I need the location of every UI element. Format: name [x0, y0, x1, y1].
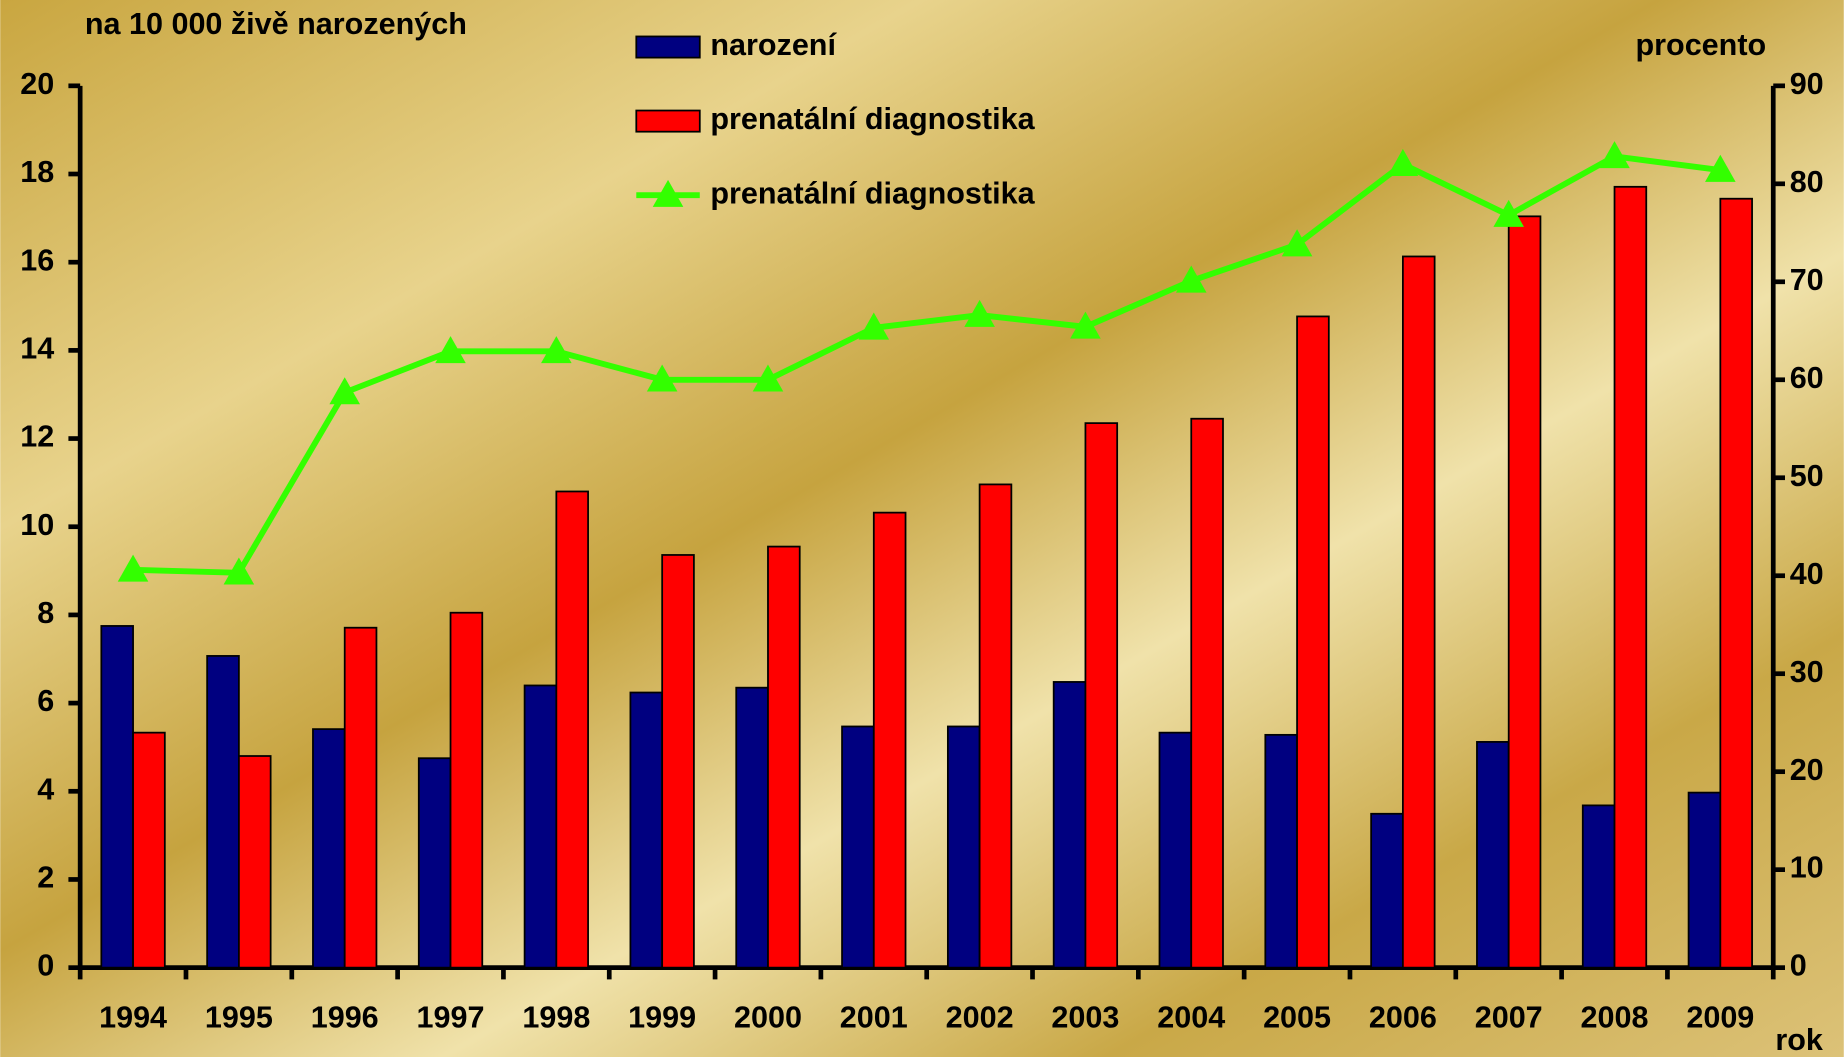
x-tick-label: 1995: [205, 1000, 273, 1034]
bar: [872, 511, 907, 969]
y-tick-label: 14: [20, 331, 54, 365]
bar: [1158, 731, 1193, 969]
bar: [1296, 315, 1330, 969]
marker: [1387, 148, 1419, 176]
bar: [523, 684, 558, 969]
bar: [1402, 255, 1436, 969]
bar: [100, 625, 134, 969]
marker: [1599, 141, 1630, 169]
x-tick-label: 1997: [417, 1000, 485, 1034]
bar: [1052, 681, 1087, 969]
marker: [1493, 199, 1524, 227]
bar: [1507, 215, 1542, 969]
bar: [1190, 417, 1224, 969]
marker: [223, 557, 255, 585]
marker: [1175, 265, 1207, 293]
bar: [1476, 741, 1510, 969]
bar: [555, 490, 589, 969]
y-axis-label: na 10 000 živě narozených: [85, 7, 467, 41]
bar: [1264, 733, 1298, 969]
marker: [1070, 311, 1101, 339]
x-tick-label: 1998: [522, 1000, 590, 1034]
y2-tick-label: 40: [1790, 557, 1824, 591]
legend-label: prenatální diagnostika: [710, 102, 1035, 136]
x-tick-label: 1994: [99, 1000, 167, 1034]
y-tick-label: 10: [20, 508, 54, 542]
x-axis-label: rok: [1775, 1023, 1824, 1057]
bar: [841, 725, 875, 969]
y2-tick-label: 90: [1790, 67, 1824, 101]
x-tick-label: 2008: [1581, 1000, 1649, 1034]
x-tick-label: 2000: [734, 1000, 802, 1034]
bar: [449, 611, 484, 969]
marker: [646, 364, 678, 392]
y2-tick-label: 50: [1790, 459, 1824, 493]
x-tick-label: 2001: [840, 1000, 908, 1034]
y2-axis-label: procento: [1636, 28, 1767, 62]
x-tick-label: 2009: [1686, 1000, 1754, 1034]
y-tick-label: 6: [37, 684, 54, 718]
bar: [1581, 804, 1616, 969]
y2-tick-label: 0: [1790, 949, 1807, 983]
legend-marker: [652, 179, 684, 207]
y2-tick-label: 80: [1790, 165, 1824, 199]
x-tick-label: 2003: [1051, 1000, 1119, 1034]
y-tick-label: 2: [37, 861, 54, 895]
marker: [435, 336, 466, 364]
bar: [417, 757, 452, 969]
marker: [964, 299, 995, 327]
bar: [238, 755, 272, 969]
y-tick-label: 16: [20, 243, 54, 277]
legend-swatch: [635, 109, 701, 133]
marker: [117, 554, 149, 582]
legend-label: narození: [710, 28, 837, 62]
bar: [978, 483, 1013, 969]
bar: [132, 731, 166, 969]
y-tick-label: 0: [37, 949, 54, 983]
y-tick-label: 4: [37, 772, 54, 806]
y-tick-label: 18: [20, 155, 54, 189]
x-tick-label: 2006: [1369, 1000, 1437, 1034]
marker: [329, 377, 360, 405]
y2-tick-label: 20: [1790, 753, 1824, 787]
y2-tick-label: 10: [1790, 851, 1824, 885]
bar: [629, 691, 664, 969]
bar: [1370, 812, 1404, 969]
bar: [343, 626, 378, 969]
bar: [1613, 185, 1648, 969]
x-tick-label: 2002: [946, 1000, 1014, 1034]
x-tick-label: 1996: [311, 1000, 379, 1034]
y2-tick-label: 60: [1790, 361, 1824, 395]
bar: [1687, 791, 1722, 969]
bar: [1719, 197, 1753, 969]
y-tick-label: 20: [20, 67, 54, 101]
line: [132, 153, 1721, 576]
y2-tick-label: 70: [1790, 263, 1824, 297]
bar: [312, 728, 346, 969]
marker: [858, 312, 890, 340]
x-tick-label: 2004: [1157, 1000, 1225, 1034]
bar: [661, 554, 695, 969]
y-tick-label: 8: [37, 596, 54, 630]
marker: [752, 364, 784, 392]
x-tick-label: 2007: [1475, 1000, 1543, 1034]
bar: [946, 725, 981, 969]
bar: [206, 655, 240, 969]
marker: [1281, 229, 1313, 257]
bar: [1084, 422, 1119, 969]
x-tick-label: 1999: [628, 1000, 696, 1034]
x-tick-label: 2005: [1263, 1000, 1331, 1034]
bar: [735, 686, 769, 969]
legend-label: prenatální diagnostika: [710, 176, 1035, 210]
y-tick-label: 12: [20, 420, 54, 454]
marker: [541, 336, 572, 364]
marker: [1705, 154, 1736, 182]
legend-swatch: [635, 35, 701, 59]
y2-tick-label: 30: [1790, 655, 1824, 689]
bar: [767, 545, 801, 969]
